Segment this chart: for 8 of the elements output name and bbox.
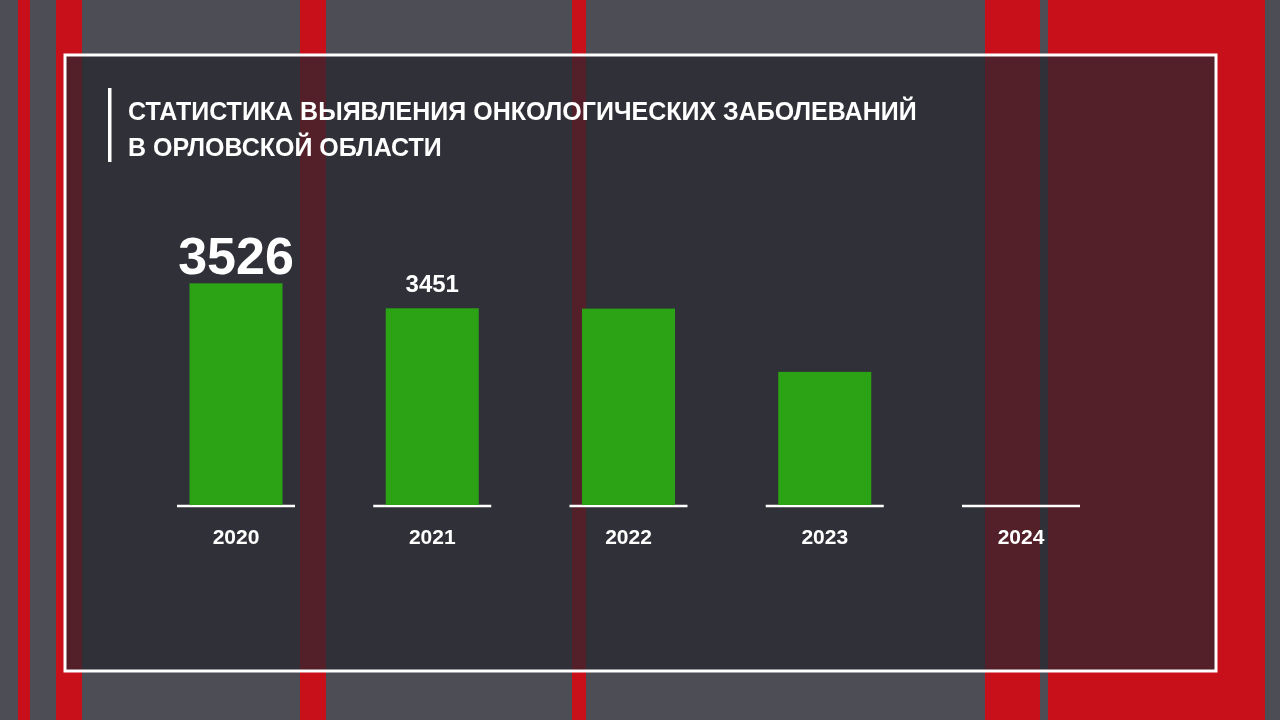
x-tick-label: 2022	[605, 525, 652, 548]
x-tick-label: 2023	[801, 525, 849, 548]
data-label: 3451	[405, 270, 459, 298]
data-label: 3526	[178, 227, 294, 286]
x-tick-label: 2020	[212, 525, 260, 548]
x-tick-label: 2021	[408, 525, 456, 548]
x-tick-label: 2024	[997, 525, 1045, 548]
chart-title: СТАТИСТИКА ВЫЯВЛЕНИЯ ОНКОЛОГИЧЕСКИХ ЗАБОЛЕВАНИЙ В ОРЛОВСКОЙ ОБЛАСТИ	[128, 96, 917, 161]
